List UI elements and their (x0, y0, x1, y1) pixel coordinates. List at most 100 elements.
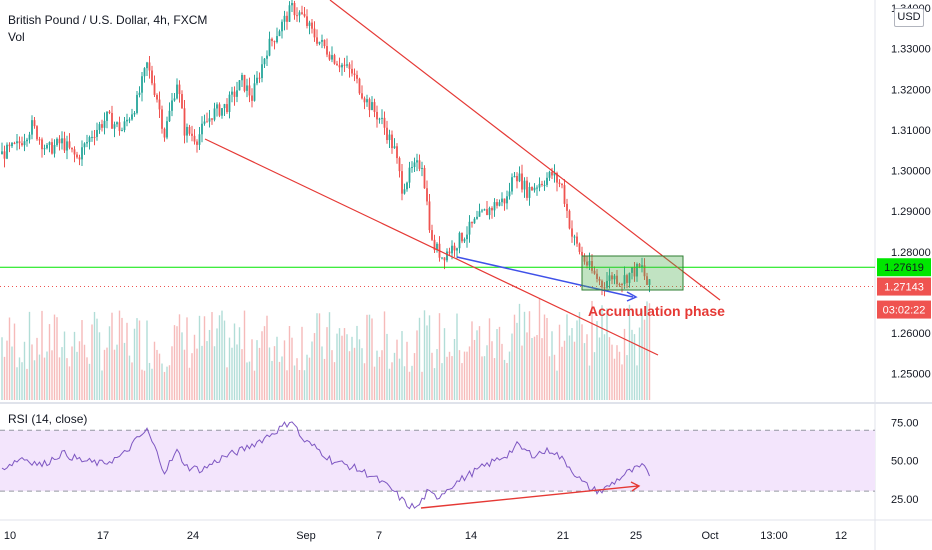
candle-body (598, 279, 601, 281)
candle-body (303, 13, 306, 17)
volume-bar (398, 358, 401, 400)
candle-body (383, 117, 386, 128)
volume-bar (61, 347, 63, 400)
volume-bar (448, 351, 451, 400)
volume-bar (338, 328, 341, 400)
volume-bar (291, 337, 293, 400)
volume-bar (333, 362, 336, 400)
candle-body (133, 112, 136, 115)
price-tick-label: 1.32000 (891, 84, 931, 96)
candle-body (593, 270, 596, 274)
candle-body (608, 275, 611, 281)
currency-button[interactable]: USD (894, 8, 924, 27)
candle-body (328, 54, 331, 60)
candle-body (556, 173, 558, 183)
candle-body (571, 228, 573, 237)
candle-body (406, 182, 408, 190)
volume-bar (346, 334, 348, 400)
volume-bar (116, 344, 118, 400)
candle-body (31, 120, 33, 135)
volume-bar (243, 310, 246, 400)
volume-bar (348, 351, 351, 400)
volume-bar (226, 367, 228, 400)
volume-bar (208, 329, 211, 400)
candle-body (641, 265, 643, 267)
volume-bar (318, 313, 321, 400)
volume-bar (168, 365, 171, 400)
volume-bar (298, 370, 301, 400)
volume-bar (323, 358, 326, 400)
candle-body (283, 15, 286, 22)
candle-body (221, 108, 223, 116)
candle-body (521, 173, 523, 190)
candle-body (213, 108, 216, 120)
candle-body (11, 142, 13, 147)
volume-bar (51, 350, 53, 400)
candle-body (176, 84, 178, 99)
volume-bar (8, 317, 11, 400)
rsi-tick-label: 50.00 (891, 456, 919, 468)
candle-body (28, 134, 31, 140)
candle-body (58, 138, 61, 144)
candle-body (196, 141, 198, 145)
volume-bar (353, 347, 356, 400)
volume-bar (106, 347, 108, 400)
candle-body (363, 98, 366, 103)
volume-bar (526, 332, 528, 400)
candle-body (433, 239, 436, 251)
candle-body (93, 136, 96, 138)
candle-body (538, 183, 541, 188)
volume-bar (476, 330, 478, 400)
candle-body (186, 126, 188, 136)
price-pane[interactable] (0, 0, 875, 402)
candle-body (308, 22, 311, 26)
volume-bar (598, 337, 601, 400)
volume-bar (263, 326, 266, 400)
volume-bar (153, 341, 156, 400)
candle-body (338, 65, 341, 68)
volume-bar (406, 341, 408, 400)
accumulation-annotation: Accumulation phase (588, 303, 725, 319)
candle-body (348, 64, 351, 69)
volume-bar (366, 314, 368, 400)
volume-bar (133, 328, 136, 400)
volume-bar (461, 363, 463, 400)
candle-body (251, 95, 253, 101)
candle-body (446, 251, 448, 261)
candle-body (566, 203, 568, 211)
candle-body (61, 138, 63, 144)
volume-bar (616, 345, 618, 400)
candle-body (623, 275, 626, 285)
candle-body (76, 154, 78, 158)
candle-body (358, 78, 361, 94)
volume-bar (211, 312, 213, 400)
volume-bar (376, 350, 378, 400)
candle-body (496, 202, 498, 206)
candle-body (411, 166, 413, 168)
volume-bar (251, 339, 253, 400)
price-label-badge (877, 300, 931, 319)
candle-body (268, 38, 271, 56)
volume-bar (166, 366, 168, 400)
candle-body (401, 171, 403, 194)
candle-body (321, 39, 323, 42)
volume-bar (18, 357, 21, 400)
candle-body (166, 121, 168, 138)
candle-body (516, 176, 518, 182)
candle-body (628, 272, 631, 283)
candle-body (448, 251, 451, 254)
volume-bar (556, 370, 558, 400)
candle-body (426, 188, 428, 202)
candle-body (548, 171, 551, 178)
candle-body (613, 275, 616, 280)
volume-bar (581, 324, 583, 400)
candle-body (241, 74, 243, 81)
volume-bar (358, 339, 361, 400)
candle-body (513, 176, 516, 178)
volume-bar (193, 334, 196, 400)
volume-bar (308, 357, 311, 400)
candle-body (456, 248, 458, 251)
candle-body (181, 94, 183, 109)
candle-body (586, 261, 588, 266)
